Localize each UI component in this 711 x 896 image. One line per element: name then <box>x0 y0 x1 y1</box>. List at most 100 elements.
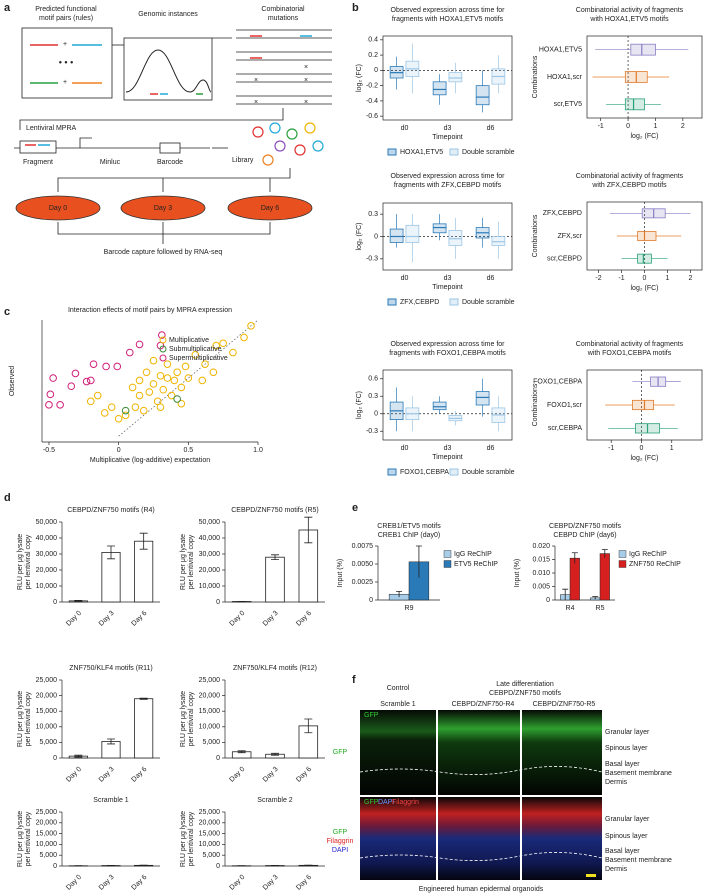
panel-f: Control Late differentiation CEBPD/ZNF75… <box>327 681 672 893</box>
point <box>46 390 55 399</box>
box <box>389 228 404 243</box>
arrow <box>57 168 291 192</box>
micrograph <box>438 710 520 795</box>
bar <box>599 553 610 601</box>
box <box>432 401 447 411</box>
chart-title: Scramble 2 <box>257 797 293 804</box>
x-tick-label: -1 <box>608 445 614 452</box>
fragment-box <box>19 140 57 154</box>
legend-label: Double scramble <box>462 299 515 306</box>
legend-label: Submultiplicative <box>169 346 222 353</box>
layer-label: Dermis <box>605 779 628 786</box>
y-tick-label: -0.4 <box>366 98 378 105</box>
legend-label: Double scramble <box>462 469 515 476</box>
y-tick-label: 0.3 <box>368 211 378 218</box>
panel-label: a <box>4 2 11 14</box>
micrograph <box>360 710 436 795</box>
y-tick-label: 15,000 <box>199 830 221 837</box>
error-bar <box>107 545 115 560</box>
point <box>159 385 168 394</box>
legend-swatch <box>449 298 459 306</box>
point <box>163 374 172 382</box>
y-tick-label: HOXA1,scr <box>547 74 583 81</box>
y-axis-label: log₂ (FC) <box>356 223 363 251</box>
y-axis-label: RLU per μg lysate <box>180 691 187 747</box>
x-tick-label: d0 <box>401 445 409 452</box>
diagonal <box>118 319 259 437</box>
y-tick-label: 10,000 <box>36 583 58 590</box>
point <box>49 374 57 382</box>
barcode-box <box>159 142 181 154</box>
chart-title: Observed expression across time for <box>391 7 506 14</box>
error-bar <box>271 752 279 756</box>
legend-swatch <box>443 560 452 568</box>
column-title: Predicted functional <box>35 6 97 13</box>
legend-label: Supermultiplicative <box>169 355 228 362</box>
y-tick-label: 20,000 <box>36 820 58 827</box>
y-tick-label: 20,000 <box>36 567 58 574</box>
chart-title: Observed expression across time for <box>391 173 506 180</box>
plot-frame <box>586 35 703 119</box>
readout-label: Barcode capture followed by RNA-seq <box>104 249 223 256</box>
group-title: Control <box>387 685 410 692</box>
y-axis-label: per lentiviral copy <box>188 691 195 746</box>
micrograph <box>522 710 602 795</box>
point <box>173 395 181 403</box>
legend-swatch <box>618 560 627 568</box>
y-axis-label: RLU per μg lysate <box>17 811 24 867</box>
point <box>135 391 144 400</box>
x-tick-label: R9 <box>405 605 414 612</box>
dishes <box>15 195 313 221</box>
micrograph <box>360 797 436 880</box>
chart-title: CEBPD/ZNF750 motifs (R4) <box>67 507 155 514</box>
error-bar <box>139 532 148 550</box>
y-tick-label: 50,000 <box>36 519 58 526</box>
y-axis-label: per lentiviral copy <box>25 811 32 866</box>
x-tick-label: 1 <box>670 445 674 452</box>
point <box>100 409 109 417</box>
legend-label: ZFX,CEBPD <box>400 299 439 306</box>
x-axis-label: Multiplicative (log-additive) expectatio… <box>90 457 210 464</box>
y-tick-label: 30,000 <box>199 551 221 558</box>
chart-title: CEBPD/ZNF750 motifs (R5) <box>231 507 319 514</box>
plasmids <box>252 122 324 166</box>
chart-title: Combinatorial activity of fragments <box>576 341 684 348</box>
box <box>448 230 463 246</box>
legend-label: ZNF750 ReChIP <box>629 561 681 568</box>
column-title: CEBPD/ZNF750-R5 <box>533 701 596 708</box>
y-tick-label: -0.3 <box>366 256 378 263</box>
legend-marker <box>159 354 167 362</box>
y-tick-label: 25,000 <box>36 677 58 684</box>
point <box>135 340 144 349</box>
legend-label: IgG ReChIP <box>454 551 492 558</box>
arrow <box>57 222 271 244</box>
chart-title: ZNF750/KLF4 motifs (R11) <box>69 665 153 672</box>
x-tick-label: d3 <box>444 125 452 132</box>
error-bar <box>74 600 83 602</box>
column-title: Combinatorial <box>261 6 305 13</box>
y-tick-label: 20,000 <box>199 820 221 827</box>
y-tick-label: 10,000 <box>199 841 221 848</box>
x-tick-label: d0 <box>401 125 409 132</box>
x-axis-label: Timepoint <box>432 454 463 461</box>
y-tick-label: 20,000 <box>199 692 221 699</box>
point <box>145 388 154 396</box>
day-label: Day 6 <box>261 205 279 212</box>
box <box>630 43 656 56</box>
point <box>173 368 181 377</box>
chart-title: CREB1/ETV5 motifs <box>377 523 441 530</box>
point <box>163 360 172 368</box>
legend-swatch <box>618 550 627 558</box>
chart-title: ZNF750/KLF4 motifs (R12) <box>233 665 317 672</box>
legend-swatch <box>449 468 459 476</box>
chart-title: Combinatorial activity of fragments <box>576 7 684 14</box>
basement-membrane-line <box>359 766 603 861</box>
mutated-mark: × <box>254 99 258 106</box>
legend-marker <box>159 345 167 353</box>
point <box>156 403 165 411</box>
arrow <box>19 108 284 130</box>
mpra-label: Lentiviral MPRA <box>26 125 77 132</box>
point <box>167 391 176 400</box>
legend-swatch <box>387 148 397 156</box>
point <box>114 414 123 423</box>
